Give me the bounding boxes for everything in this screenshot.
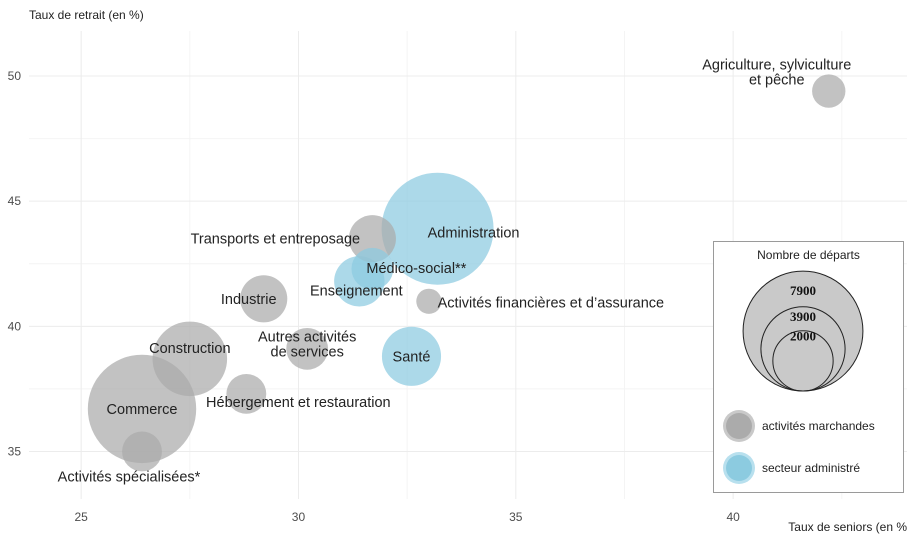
bubble-agriculture-sylviculture <box>812 74 846 108</box>
tick-labels: 25 30 35 40 35 40 45 50 <box>8 69 740 524</box>
bubble-m-dico-social <box>351 247 394 290</box>
legend: Nombre de départs 7900 3900 2000 activités… <box>713 241 904 493</box>
bubble-administration <box>381 172 494 285</box>
y-tick-label: 35 <box>8 444 22 458</box>
bubble-industrie <box>240 275 288 323</box>
legend-size-circle <box>772 330 834 392</box>
legend-title: Nombre de départs <box>757 248 860 262</box>
bubble-label: Activités spécialisées* <box>58 469 201 485</box>
x-tick-label: 35 <box>509 510 523 524</box>
y-tick-label: 50 <box>8 69 22 83</box>
x-tick-label: 40 <box>726 510 740 524</box>
x-tick-label: 25 <box>74 510 88 524</box>
bubble-construction <box>152 321 228 397</box>
legend-label-marchandes: activités marchandes <box>762 419 875 433</box>
legend-size-label: 2000 <box>790 329 816 344</box>
legend-label-administre: secteur administré <box>762 461 861 475</box>
y-axis-title: Taux de retrait (en %) <box>29 8 144 22</box>
bubble-label: Industrie <box>221 292 277 308</box>
bubble-label: Autres activités de services <box>258 329 356 360</box>
bubble-activit-s-sp-cialis-es <box>122 431 162 472</box>
bubble-sant <box>381 326 442 386</box>
bubble-label: Enseignement <box>310 283 403 299</box>
bubble-layer <box>87 74 846 472</box>
y-tick-label: 45 <box>8 194 22 208</box>
bubble-activit-s-financi-res-et-d-assurance <box>416 288 442 314</box>
bubble-label: Activités financières et d’assurance <box>438 295 664 311</box>
legend-swatch-marchandes <box>726 413 752 439</box>
y-tick-label: 40 <box>8 319 22 333</box>
bubble-labels: Agriculture, sylviculture et pêche Adminis… <box>58 58 852 486</box>
bubble-label: Commerce <box>107 402 178 418</box>
bubble-label: Construction <box>149 341 230 357</box>
bubble-label: Agriculture, sylviculture et pêche <box>702 58 851 89</box>
x-axis-title: Taux de seniors (en % <box>788 520 907 534</box>
bubble-h-bergement-et-restauration <box>226 373 267 414</box>
x-tick-label: 30 <box>292 510 306 524</box>
bubble-label: Administration <box>428 226 520 242</box>
bubble-label: Médico-social** <box>366 261 466 277</box>
legend-swatch-administre <box>726 455 752 481</box>
bubble-label: Hébergement et restauration <box>206 395 391 411</box>
legend-size-label: 7900 <box>790 283 816 298</box>
bubble-transports-et-entreposage <box>348 215 396 263</box>
bubble-label: Santé <box>393 349 431 365</box>
legend-size-label: 3900 <box>790 309 816 324</box>
bubble-autres-activit-s <box>286 327 329 370</box>
legend-size-key: 7900 3900 2000 <box>742 270 864 392</box>
bubble-label: Transports et entreposage <box>191 232 361 248</box>
